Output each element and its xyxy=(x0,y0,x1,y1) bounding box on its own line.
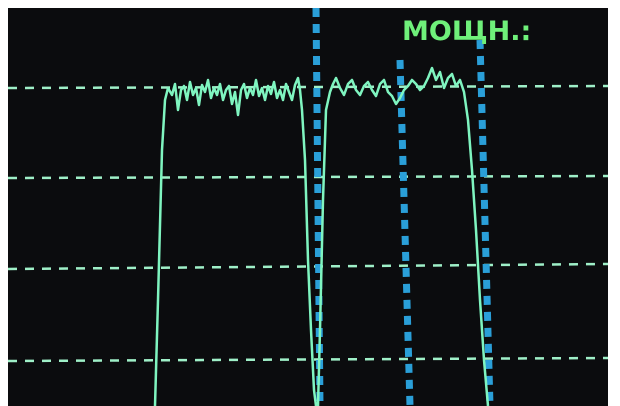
screen: МОЩН.: xyxy=(0,0,620,406)
display xyxy=(8,8,608,406)
measurement-label: МОЩН.: xyxy=(402,16,531,47)
page: МОЩН.: (() => { const data = JSON.parse(… xyxy=(0,0,620,406)
